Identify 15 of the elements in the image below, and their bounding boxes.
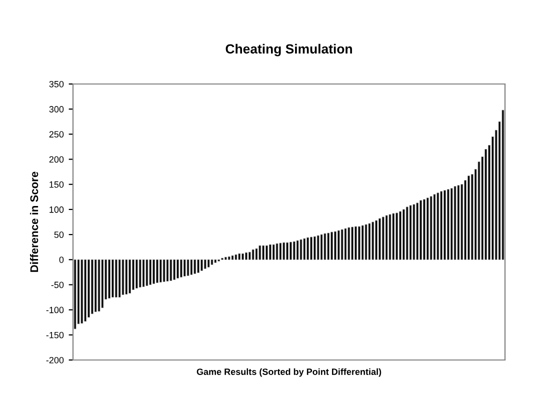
y-tick-label: -50 [51, 282, 64, 288]
y-tick-label: 300 [49, 106, 64, 112]
y-tick-label: -150 [46, 332, 64, 338]
y-tick-label: -100 [46, 306, 64, 314]
y-tick-label: 200 [49, 156, 64, 163]
y-tick-label: 250 [49, 131, 64, 138]
x-axis-title: Game Results (Sorted by Point Differential) [196, 368, 382, 377]
y-tick-label: 350 [49, 80, 64, 88]
y-tick-label: 50 [54, 232, 64, 238]
y-tick-label: 0 [59, 256, 64, 263]
chart-title: Cheating Simulation [226, 44, 352, 56]
y-axis-title: Difference in Score [30, 172, 38, 272]
y-tick-label: -200 [46, 356, 64, 364]
y-tick-label: 100 [50, 206, 64, 213]
y-tick-label: 150 [50, 181, 64, 188]
